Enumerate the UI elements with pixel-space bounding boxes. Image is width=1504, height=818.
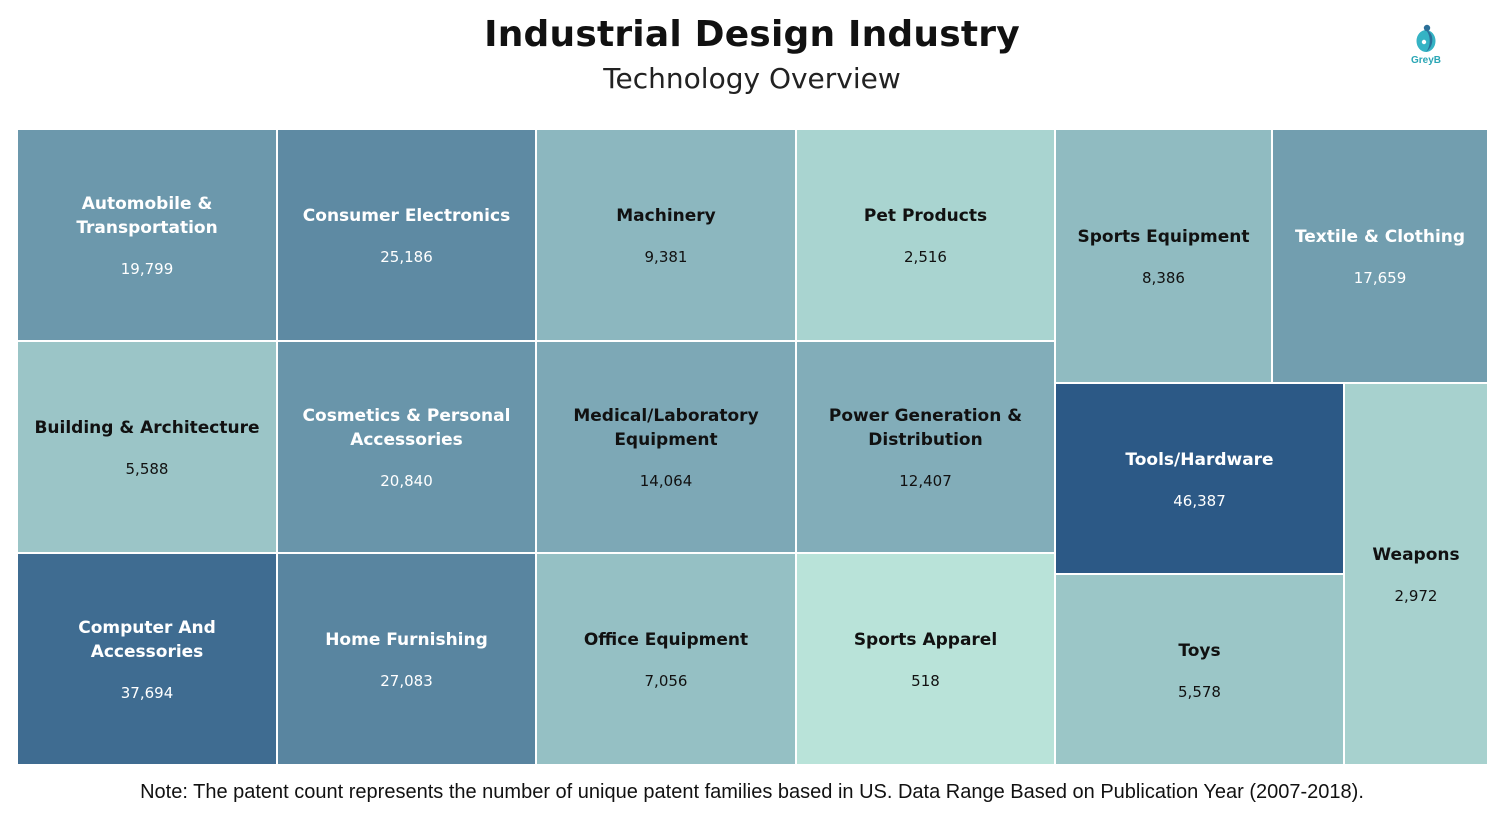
treemap-tile: Consumer Electronics 25,186 bbox=[277, 129, 536, 341]
chart-subtitle: Technology Overview bbox=[603, 62, 901, 95]
greyb-logo-icon bbox=[1416, 24, 1436, 52]
chart-title: Industrial Design Industry bbox=[484, 14, 1020, 55]
tile-label: Machinery bbox=[616, 206, 716, 226]
tile-label: Sports Equipment bbox=[1077, 227, 1250, 247]
treemap-tile: Machinery 9,381 bbox=[536, 129, 796, 341]
tile-label: Tools/Hardware bbox=[1125, 449, 1274, 470]
tile-label: Pet Products bbox=[863, 206, 988, 226]
treemap-tile: Cosmetics & Personal Accessories 20,840 bbox=[277, 341, 536, 553]
treemap-tile: Toys 5,578 bbox=[1055, 574, 1344, 765]
tile-label: Toys bbox=[1178, 640, 1221, 661]
tile-value: 7,056 bbox=[644, 672, 688, 690]
tile-label: Building & Architecture bbox=[34, 418, 260, 438]
treemap: Automobile & Transportation 19,799 Consu… bbox=[17, 129, 1488, 765]
treemap-tile: Medical/Laboratory Equipment 14,064 bbox=[536, 341, 796, 553]
treemap-tile: Weapons 2,972 bbox=[1344, 383, 1488, 765]
tile-label: Textile & Clothing bbox=[1294, 227, 1466, 247]
tile-value: 17,659 bbox=[1353, 269, 1407, 287]
tile-value: 20,840 bbox=[380, 472, 433, 490]
tile-value: 2,516 bbox=[904, 248, 947, 266]
tile-value: 19,799 bbox=[120, 260, 174, 278]
tile-label: Home Furnishing bbox=[325, 630, 488, 650]
tile-value: 12,407 bbox=[899, 472, 952, 490]
tile-label: Power Generation & Distribution bbox=[828, 406, 1023, 450]
tile-label: Automobile & Transportation bbox=[76, 194, 218, 238]
treemap-tile: Sports Equipment 8,386 bbox=[1055, 129, 1272, 383]
treemap-tile: Building & Architecture 5,588 bbox=[17, 341, 277, 553]
tile-value: 14,064 bbox=[639, 472, 693, 490]
treemap-tile: Sports Apparel 518 bbox=[796, 553, 1055, 765]
greyb-logo: GreyB bbox=[1404, 22, 1448, 70]
tile-value: 9,381 bbox=[644, 248, 688, 266]
tile-value: 25,186 bbox=[380, 248, 433, 266]
logo-text: GreyB bbox=[1410, 55, 1441, 66]
tile-label: Office Equipment bbox=[583, 630, 749, 650]
tile-label: Consumer Electronics bbox=[302, 206, 511, 226]
treemap-tile: Pet Products 2,516 bbox=[796, 129, 1055, 341]
treemap-tile: Computer And Accessories 37,694 bbox=[17, 553, 277, 765]
tile-label: Sports Apparel bbox=[853, 630, 998, 650]
treemap-tile: Home Furnishing 27,083 bbox=[277, 553, 536, 765]
treemap-tile: Automobile & Transportation 19,799 bbox=[17, 129, 277, 341]
tile-label: Medical/Laboratory Equipment bbox=[573, 406, 759, 450]
tile-value: 46,387 bbox=[1173, 491, 1226, 510]
tile-value: 27,083 bbox=[380, 672, 433, 690]
tile-value: 37,694 bbox=[120, 684, 174, 702]
tile-value: 5,578 bbox=[1178, 682, 1221, 701]
tile-label: Cosmetics & Personal Accessories bbox=[302, 406, 511, 450]
treemap-tile: Tools/Hardware 46,387 bbox=[1055, 383, 1344, 574]
tile-value: 2,972 bbox=[1394, 587, 1438, 605]
tile-label: Weapons bbox=[1372, 545, 1460, 565]
tile-value: 5,588 bbox=[125, 460, 169, 478]
footer-note: Note: The patent count represents the nu… bbox=[140, 781, 1364, 803]
tile-value: 518 bbox=[911, 672, 940, 690]
treemap-tile: Power Generation & Distribution 12,407 bbox=[796, 341, 1055, 553]
tile-label: Computer And Accessories bbox=[78, 618, 216, 662]
treemap-tile: Textile & Clothing 17,659 bbox=[1272, 129, 1488, 383]
treemap-tile: Office Equipment 7,056 bbox=[536, 553, 796, 765]
tile-value: 8,386 bbox=[1142, 269, 1185, 287]
